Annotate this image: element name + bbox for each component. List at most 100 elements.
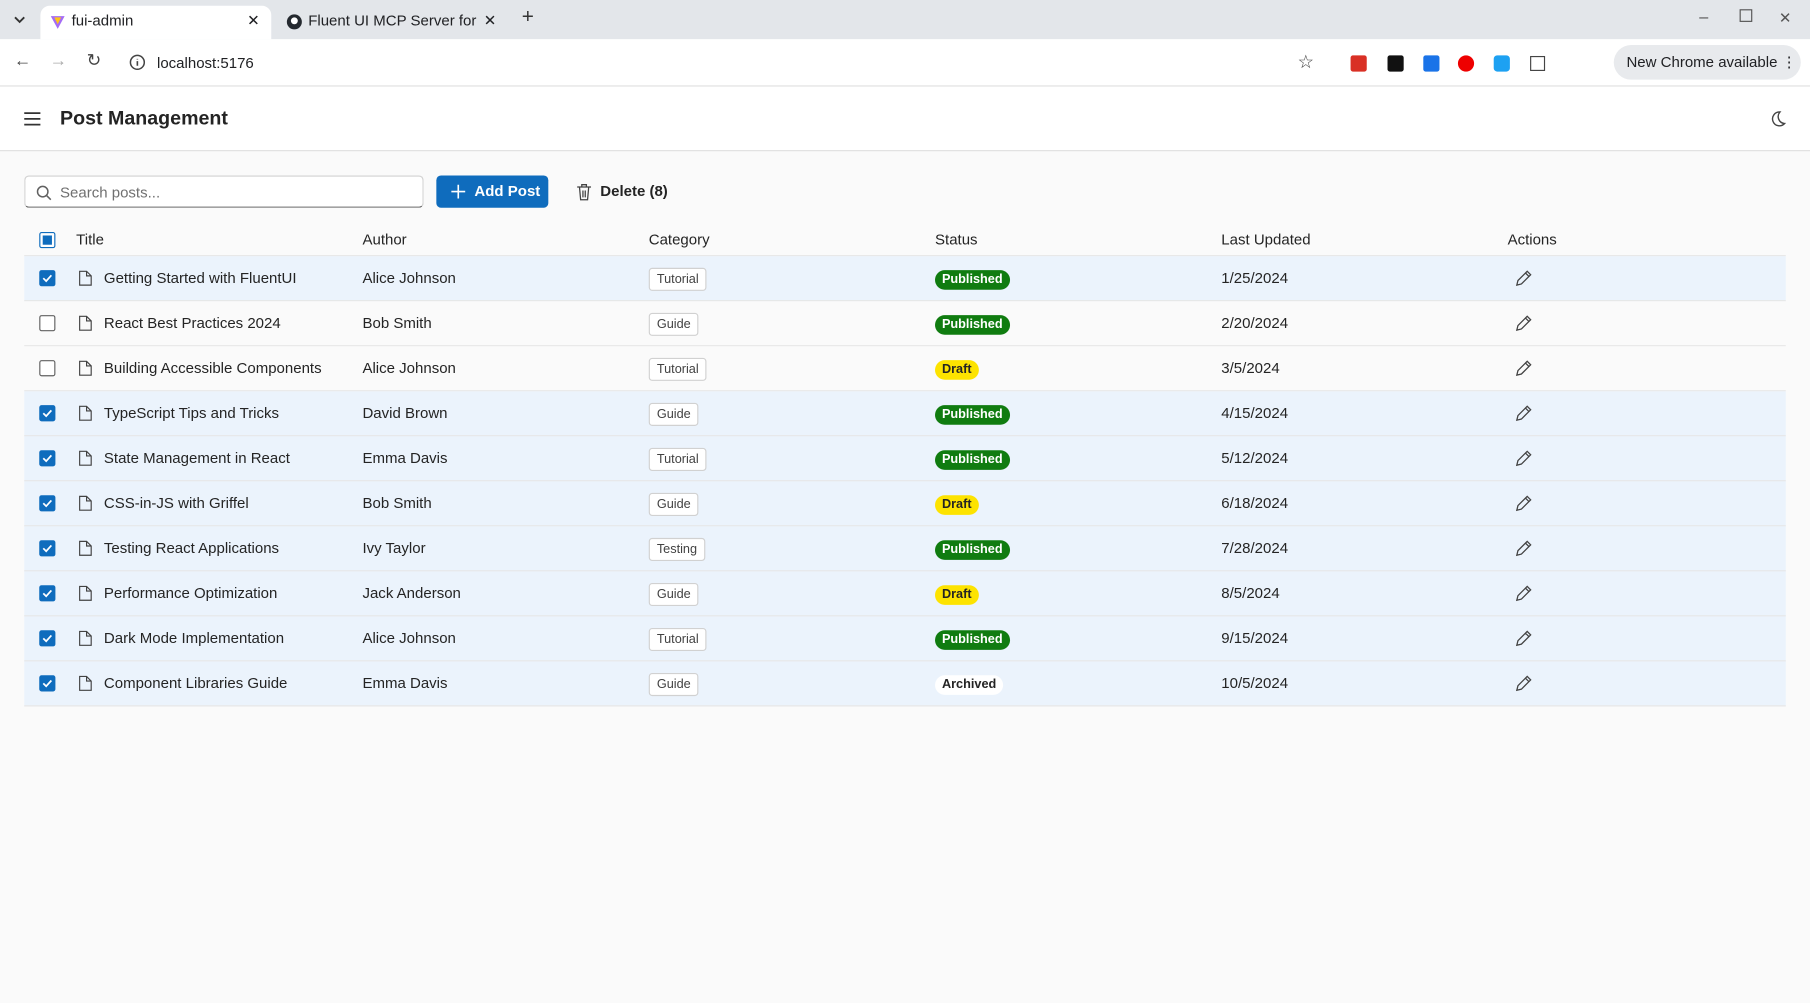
bookmark-star[interactable]: ☆ — [1297, 53, 1315, 73]
edit-button[interactable] — [1514, 630, 1532, 647]
reload-button[interactable]: ↻ — [86, 50, 102, 71]
document-icon — [78, 540, 92, 556]
row-checkbox[interactable] — [39, 315, 56, 332]
tab-close[interactable]: ✕ — [483, 11, 497, 29]
row-checkbox[interactable] — [39, 270, 56, 287]
delete-button[interactable]: Delete (8) — [563, 175, 678, 207]
extension-icons[interactable] — [1348, 53, 1579, 74]
add-post-button[interactable]: Add Post — [436, 175, 549, 208]
tab[interactable]: fui-admin ✕ — [40, 5, 272, 40]
author: David Brown — [362, 404, 448, 422]
search-placeholder: Search posts... — [60, 183, 161, 201]
edit-button[interactable] — [1514, 450, 1532, 467]
author: Emma Davis — [362, 449, 448, 467]
table-row[interactable]: Testing React Applications Ivy Taylor Test… — [24, 526, 1786, 572]
document-icon — [78, 270, 92, 286]
table-row[interactable]: TypeScript Tips and Tricks David Brown Gui… — [24, 391, 1786, 437]
edit-button[interactable] — [1514, 360, 1532, 377]
delete-label: Delete (8) — [600, 182, 668, 200]
author: Emma Davis — [362, 674, 448, 692]
category-tag: Tutorial — [648, 357, 707, 381]
row-checkbox[interactable] — [39, 495, 56, 512]
tab-list-icon[interactable] — [12, 12, 28, 28]
category-tag: Guide — [648, 492, 699, 516]
tab-close[interactable]: ✕ — [247, 11, 260, 29]
row-checkbox[interactable] — [39, 540, 56, 557]
status-badge: Draft — [935, 495, 979, 515]
status-cell: Published — [935, 526, 1010, 570]
row-checkbox[interactable] — [39, 675, 56, 692]
close-window-button[interactable]: ✕ — [1778, 9, 1792, 27]
edit-button[interactable] — [1514, 270, 1532, 287]
document-icon — [78, 360, 92, 376]
maximize-button[interactable] — [1739, 9, 1753, 22]
status-cell: Published — [935, 616, 1010, 660]
post-title: Getting Started with FluentUI — [103, 268, 297, 287]
row-checkbox[interactable] — [39, 630, 56, 647]
category-cell: Tutorial — [648, 436, 707, 480]
table-row[interactable]: Building Accessible Components Alice John… — [24, 346, 1786, 392]
category-tag: Tutorial — [648, 447, 707, 471]
category-cell: Tutorial — [648, 346, 707, 390]
column-header: Category — [648, 230, 710, 249]
status-badge: Archived — [935, 675, 1004, 695]
document-icon — [78, 585, 92, 601]
select-all-checkbox[interactable] — [39, 232, 56, 249]
category-cell: Guide — [648, 661, 699, 705]
status-badge: Published — [935, 315, 1010, 335]
last-updated: 6/18/2024 — [1221, 494, 1289, 512]
last-updated: 4/15/2024 — [1221, 404, 1289, 422]
page-title: Post Management — [60, 107, 228, 130]
category-cell: Guide — [648, 301, 699, 345]
table-row[interactable]: Performance Optimization Jack Anderson Gui… — [24, 571, 1786, 617]
back-button[interactable]: ← — [13, 50, 32, 71]
search-box[interactable]: Search posts... — [24, 175, 424, 208]
status-cell: Draft — [935, 346, 979, 390]
category-cell: Tutorial — [648, 256, 707, 300]
table-row[interactable]: Dark Mode Implementation Alice Johnson Tut… — [24, 616, 1786, 662]
row-checkbox[interactable] — [39, 585, 56, 602]
status-cell: Archived — [935, 661, 1004, 705]
edit-button[interactable] — [1514, 315, 1532, 332]
status-badge: Published — [935, 270, 1010, 290]
table-row[interactable]: State Management in React Emma Davis Tutor… — [24, 436, 1786, 482]
category-tag: Guide — [648, 582, 699, 607]
tab[interactable]: Fluent UI MCP Server for ✕ — [277, 6, 508, 39]
row-checkbox[interactable] — [39, 450, 56, 467]
document-icon — [78, 495, 92, 511]
row-checkbox[interactable] — [39, 405, 56, 422]
new-tab-button[interactable]: + — [521, 4, 534, 28]
status-badge: Draft — [935, 585, 979, 605]
theme-toggle[interactable] — [1768, 110, 1787, 128]
forward-button[interactable]: → — [49, 50, 67, 71]
table-row[interactable]: Component Libraries Guide Emma Davis Guide… — [24, 661, 1786, 707]
column-header: Actions — [1507, 230, 1557, 249]
delete-icon — [577, 184, 592, 201]
table-row[interactable]: CSS-in-JS with Griffel Bob Smith Guide Draf… — [24, 481, 1786, 527]
update-button[interactable]: New Chrome available ⋮ — [1613, 45, 1801, 80]
header-row: Title Author Category Status Last Updated Act… — [24, 223, 1786, 257]
row-checkbox[interactable] — [39, 360, 56, 377]
edit-button[interactable] — [1514, 675, 1532, 692]
category-cell: Testing — [648, 526, 706, 570]
post-title: CSS-in-JS with Griffel — [103, 494, 249, 512]
minimize-button[interactable]: – — [1699, 6, 1709, 26]
edit-button[interactable] — [1514, 405, 1532, 422]
status-cell: Published — [935, 436, 1010, 480]
status-badge: Published — [935, 450, 1010, 470]
post-title: Component Libraries Guide — [103, 674, 288, 692]
edit-button[interactable] — [1514, 495, 1532, 512]
edit-button[interactable] — [1514, 585, 1532, 602]
edit-button[interactable] — [1514, 540, 1532, 557]
site-info-icon[interactable] — [129, 54, 146, 71]
post-title: TypeScript Tips and Tricks — [103, 404, 280, 422]
app-header: Post Management — [0, 86, 1810, 152]
address-bar[interactable]: localhost:5176 ☆ — [120, 45, 1333, 80]
document-icon — [78, 315, 92, 331]
table-row[interactable]: React Best Practices 2024 Bob Smith Guide P… — [24, 301, 1786, 347]
add-icon — [451, 184, 466, 199]
status-badge: Published — [935, 630, 1010, 650]
menu-button[interactable] — [23, 111, 41, 127]
table-row[interactable]: Getting Started with FluentUI Alice Johns… — [24, 256, 1786, 302]
